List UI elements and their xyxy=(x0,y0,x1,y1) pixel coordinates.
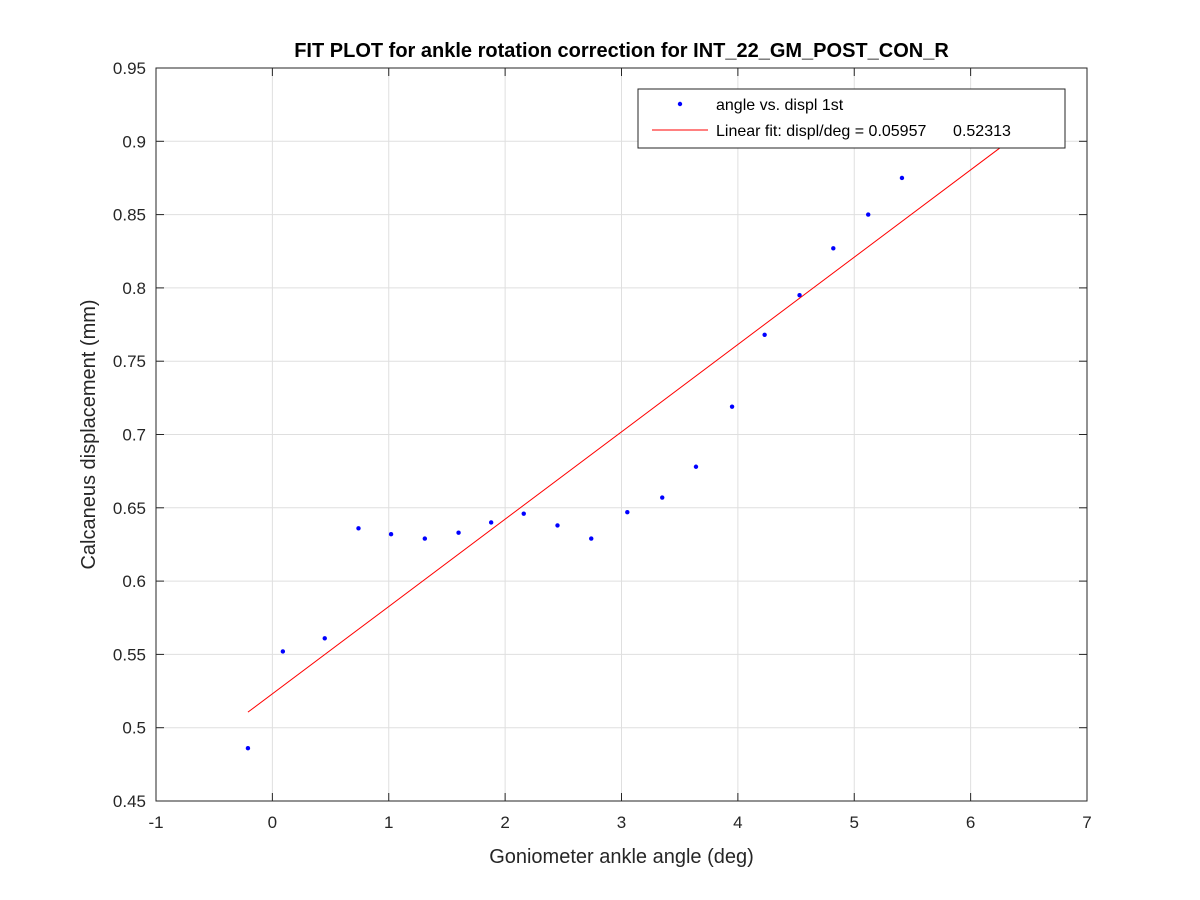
series-layer xyxy=(245,147,1001,751)
x-tick-label: -1 xyxy=(148,813,163,832)
y-tick-label: 0.75 xyxy=(113,352,146,371)
data-point xyxy=(831,246,836,251)
y-tick-label: 0.5 xyxy=(122,719,146,738)
y-tick-label: 0.45 xyxy=(113,792,146,811)
data-point xyxy=(693,464,699,469)
data-point xyxy=(729,404,735,409)
data-point xyxy=(388,531,394,537)
x-tick-label: 4 xyxy=(733,813,742,832)
legend-entry-fit: Linear fit: displ/deg = 0.05957 0.52313 xyxy=(716,123,1011,140)
x-tick-label: 5 xyxy=(850,813,859,832)
fit-line xyxy=(247,147,1001,713)
x-axis-label: Goniometer ankle angle (deg) xyxy=(489,846,754,868)
y-tick-label: 0.6 xyxy=(122,572,146,591)
y-tick-label: 0.7 xyxy=(122,426,146,445)
data-point xyxy=(521,511,526,516)
y-tick-label: 0.85 xyxy=(113,206,146,225)
data-point xyxy=(488,520,494,525)
legend-marker-points xyxy=(677,101,683,107)
y-tick-label: 0.8 xyxy=(122,279,146,298)
data-point xyxy=(322,636,327,641)
y-axis-label: Calcaneus displacement (mm) xyxy=(78,299,100,569)
chart-title: FIT PLOT for ankle rotation correction f… xyxy=(294,40,949,62)
x-tick-label: 2 xyxy=(500,813,509,832)
x-tick-label: 0 xyxy=(268,813,277,832)
y-tick-label: 0.55 xyxy=(113,645,146,664)
data-point xyxy=(555,523,560,528)
data-point xyxy=(356,526,361,531)
data-point xyxy=(422,536,428,541)
data-point xyxy=(797,293,802,298)
data-point xyxy=(456,530,461,535)
y-tick-label: 0.95 xyxy=(113,59,146,78)
data-point xyxy=(899,175,905,181)
data-point xyxy=(762,332,767,338)
legend: angle vs. displ 1st Linear fit: displ/de… xyxy=(637,88,1066,149)
x-tick-label: 1 xyxy=(384,813,393,832)
y-tick-label: 0.65 xyxy=(113,499,146,518)
y-tick-label: 0.9 xyxy=(122,132,146,151)
legend-entry-points: angle vs. displ 1st xyxy=(716,97,844,114)
data-point xyxy=(625,509,630,515)
data-point xyxy=(280,649,286,654)
x-tick-label: 6 xyxy=(966,813,975,832)
data-point xyxy=(660,495,665,500)
legend-box xyxy=(637,88,1066,149)
data-point xyxy=(589,536,594,541)
grid-lines xyxy=(155,67,1088,802)
data-point xyxy=(866,212,871,217)
data-point xyxy=(245,746,251,751)
axis-ticks: -1 0 1 2 3 4 5 6 7 0.45 0.5 0.55 0.6 0.65 0.7 0.75 0.8 0.… xyxy=(113,59,1092,832)
x-tick-label: 3 xyxy=(617,813,626,832)
x-tick-label: 7 xyxy=(1082,813,1091,832)
